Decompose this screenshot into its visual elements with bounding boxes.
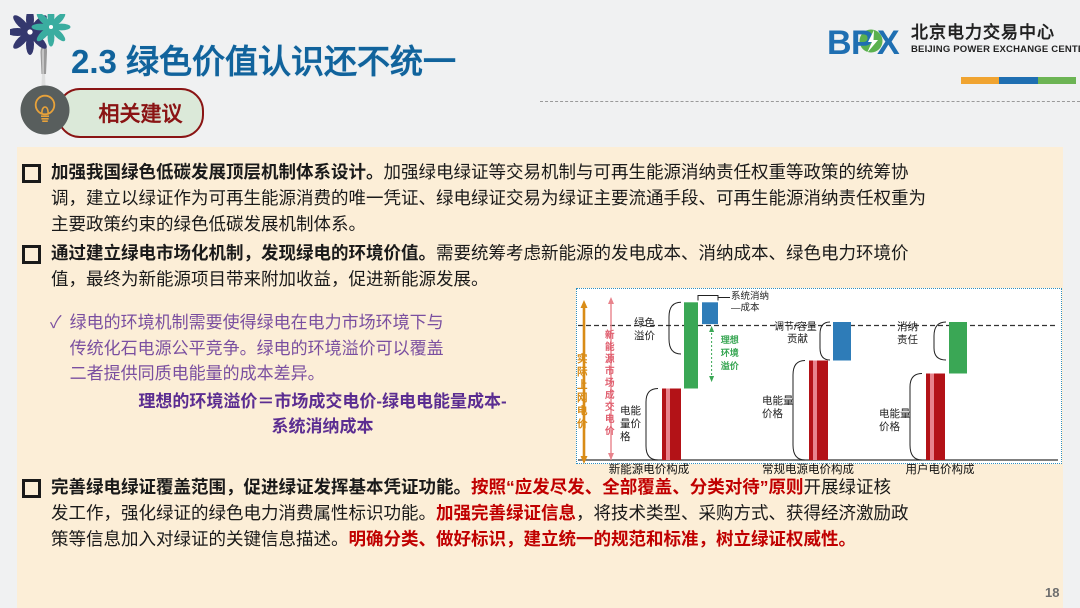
svg-text:P: P — [851, 24, 874, 62]
svg-text:场: 场 — [605, 377, 615, 389]
svg-text:源: 源 — [605, 353, 615, 365]
svg-text:绿色: 绿色 — [634, 316, 655, 329]
svg-text:成: 成 — [605, 389, 615, 401]
svg-text:上: 上 — [577, 378, 588, 391]
svg-text:—成本: —成本 — [731, 302, 760, 314]
svg-text:价格: 价格 — [879, 420, 900, 433]
svg-text:电能: 电能 — [620, 404, 641, 417]
svg-text:B: B — [828, 24, 852, 62]
svg-text:量价: 量价 — [620, 418, 641, 430]
svg-text:环境: 环境 — [721, 347, 739, 358]
svg-text:电: 电 — [577, 404, 588, 417]
svg-text:溢价: 溢价 — [721, 360, 740, 371]
svg-text:消纳: 消纳 — [897, 320, 918, 333]
svg-text:新能源电价构成: 新能源电价构成 — [609, 462, 690, 476]
svg-text:系统消纳: 系统消纳 — [731, 290, 769, 302]
svg-text:贡献: 贡献 — [787, 332, 808, 345]
svg-text:调节/容量: 调节/容量 — [774, 320, 817, 333]
svg-text:际: 际 — [577, 366, 588, 378]
svg-text:责任: 责任 — [897, 333, 918, 346]
svg-text:溢价: 溢价 — [634, 329, 655, 342]
svg-text:交: 交 — [605, 401, 615, 413]
svg-text:网: 网 — [577, 392, 588, 404]
svg-text:价: 价 — [577, 418, 588, 430]
svg-text:价: 价 — [605, 425, 615, 437]
svg-text:电能量: 电能量 — [762, 394, 794, 407]
svg-text:能: 能 — [605, 341, 615, 353]
svg-text:新: 新 — [605, 329, 615, 341]
svg-text:市: 市 — [605, 365, 615, 377]
svg-text:用户电价构成: 用户电价构成 — [906, 462, 975, 476]
svg-text:格: 格 — [620, 430, 631, 443]
svg-text:X: X — [877, 24, 900, 62]
svg-text:理想: 理想 — [721, 334, 739, 345]
svg-text:价格: 价格 — [762, 407, 783, 420]
svg-text:电能量: 电能量 — [879, 407, 911, 420]
svg-text:常规电源电价构成: 常规电源电价构成 — [762, 462, 854, 476]
svg-text:电: 电 — [605, 413, 615, 425]
svg-text:实: 实 — [577, 352, 588, 365]
